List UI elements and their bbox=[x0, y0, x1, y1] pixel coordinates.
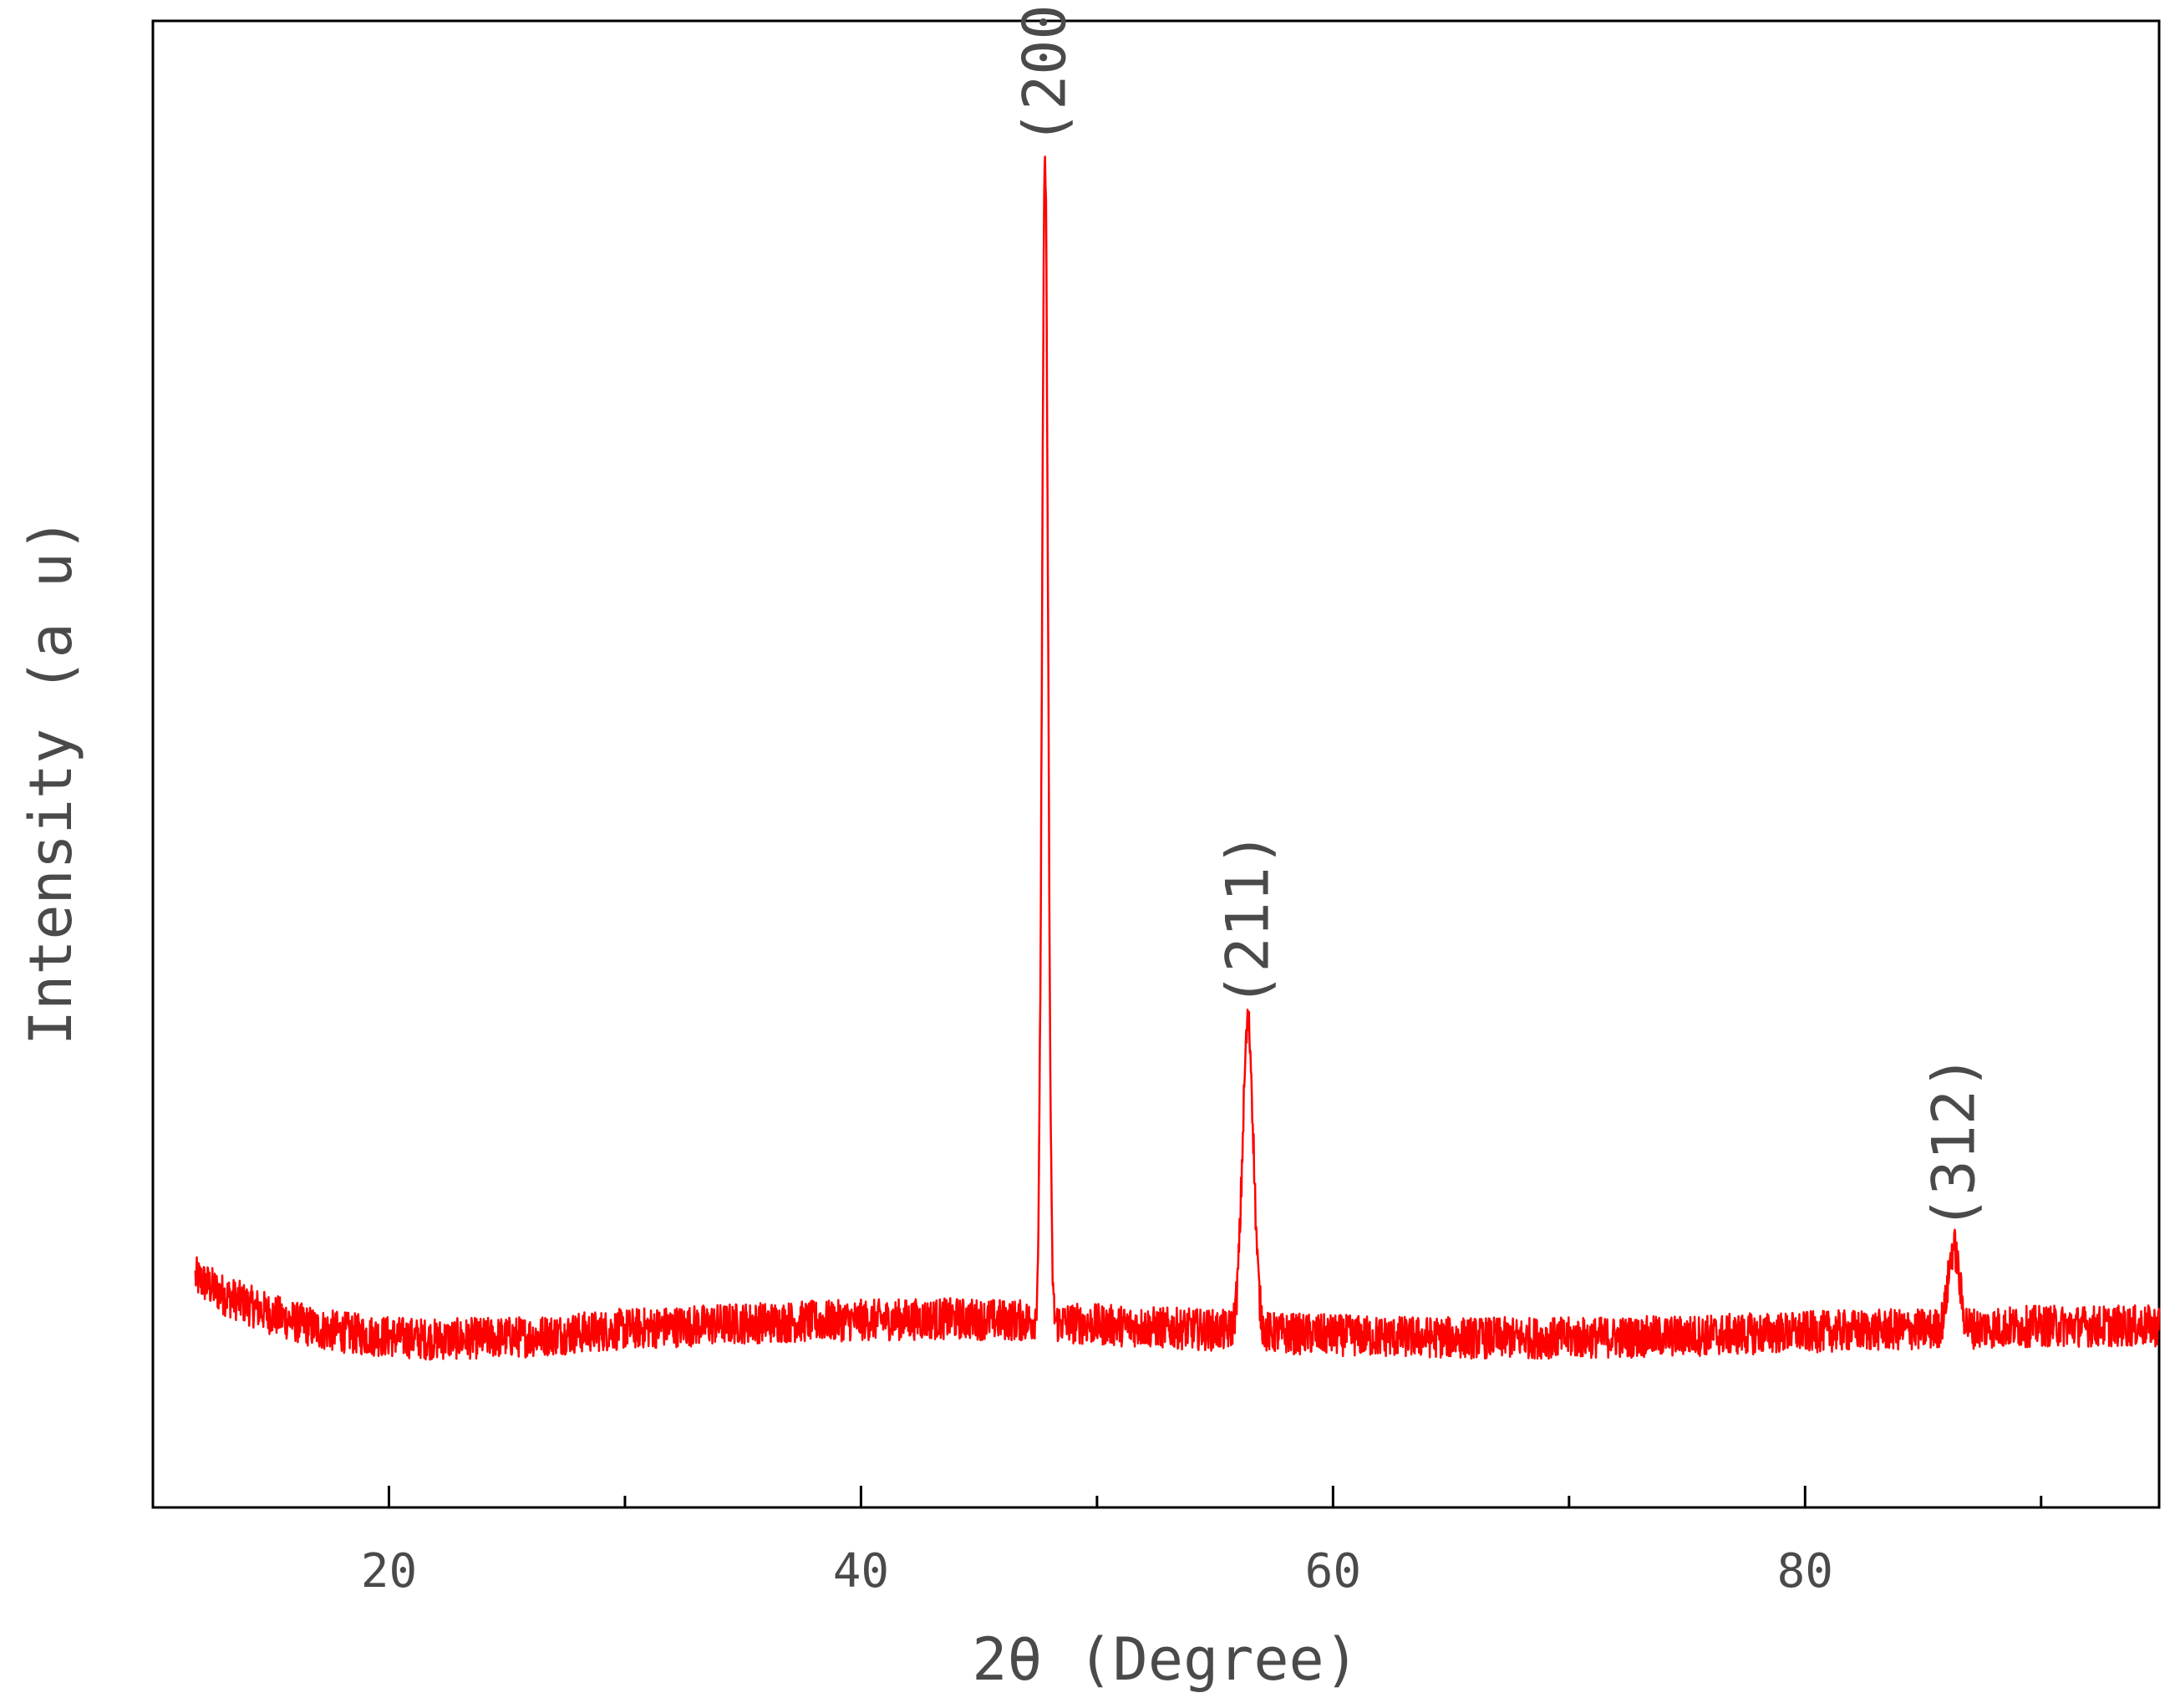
series-line-intensity bbox=[194, 155, 2161, 1361]
peak-label-312: (312) bbox=[1919, 1055, 1988, 1231]
plot-frame bbox=[151, 19, 2161, 1509]
x-tick-label: 80 bbox=[1777, 1544, 1833, 1599]
peak-labels: (200) (211) (312) bbox=[1011, 0, 1989, 1231]
peak-label-211: (211) bbox=[1214, 831, 1283, 1008]
x-axis-label: 2θ (Degree) bbox=[972, 1625, 1359, 1694]
x-tick-label: 60 bbox=[1305, 1544, 1361, 1599]
x-tick-label: 40 bbox=[833, 1544, 889, 1599]
x-ticks: 20 40 60 80 bbox=[361, 1486, 2043, 1599]
x-tick-label: 20 bbox=[361, 1544, 417, 1599]
peak-label-200: (200) bbox=[1011, 0, 1080, 145]
y-axis-label: Intensity (a u) bbox=[17, 517, 85, 1045]
